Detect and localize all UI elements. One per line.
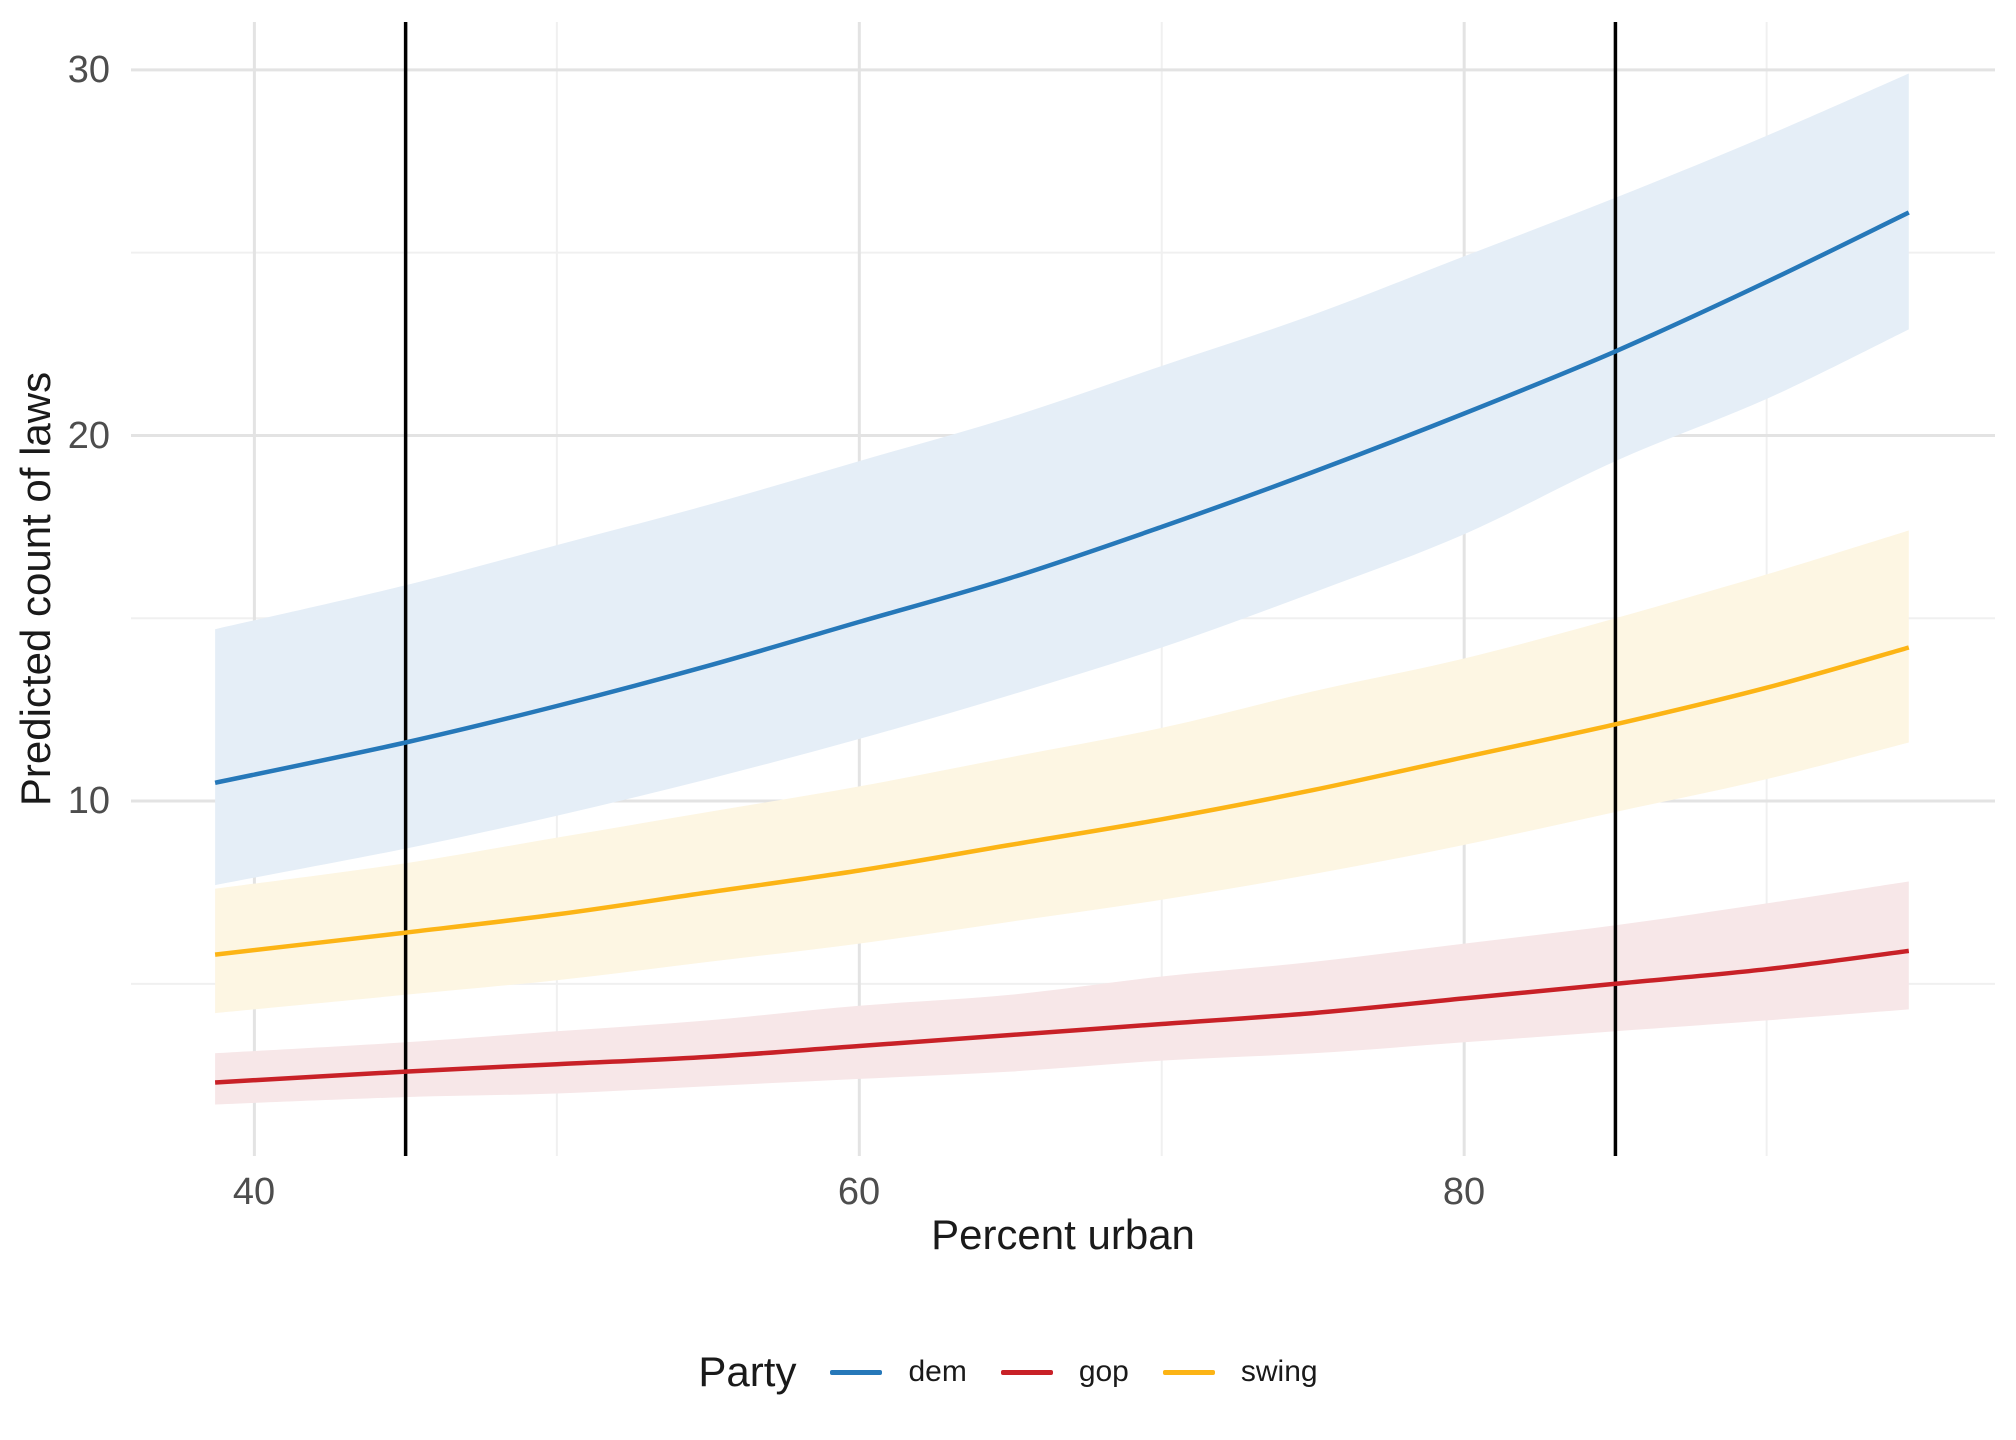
legend-entry-dem: dem	[830, 1354, 967, 1390]
y-tick-label-10: 10	[67, 780, 110, 822]
legend-entry-swing: swing	[1162, 1354, 1318, 1390]
legend-label-dem: dem	[908, 1355, 967, 1388]
legend-label-swing: swing	[1240, 1355, 1318, 1388]
y-tick-label-30: 30	[67, 49, 110, 91]
legend-label-gop: gop	[1078, 1355, 1129, 1388]
legend-line-swatch-dem	[830, 1369, 883, 1375]
line-swing	[214, 645, 1910, 957]
x-tick-label-40: 40	[232, 1171, 276, 1213]
legend-line-swatch-gop	[1000, 1369, 1053, 1375]
x-tick-label-60: 60	[837, 1171, 881, 1213]
line-gop	[214, 948, 1910, 1085]
line-dem	[214, 210, 1910, 786]
legend-line-swatch-swing	[1162, 1369, 1215, 1375]
x-axis-title: Percent urban	[931, 1211, 1195, 1258]
y-axis-title: Predicted count of laws	[12, 371, 59, 807]
legend-entry-gop: gop	[1000, 1354, 1129, 1390]
ribbon-gop	[215, 881, 1909, 1105]
ribbon-swing	[215, 530, 1909, 1014]
legend: Party dem gop swing	[0, 1340, 2016, 1404]
legend-title: Party	[698, 1348, 797, 1395]
x-tick-label-80: 80	[1442, 1171, 1486, 1213]
ribbon-dem	[215, 73, 1909, 886]
y-tick-label-20: 20	[67, 415, 110, 457]
